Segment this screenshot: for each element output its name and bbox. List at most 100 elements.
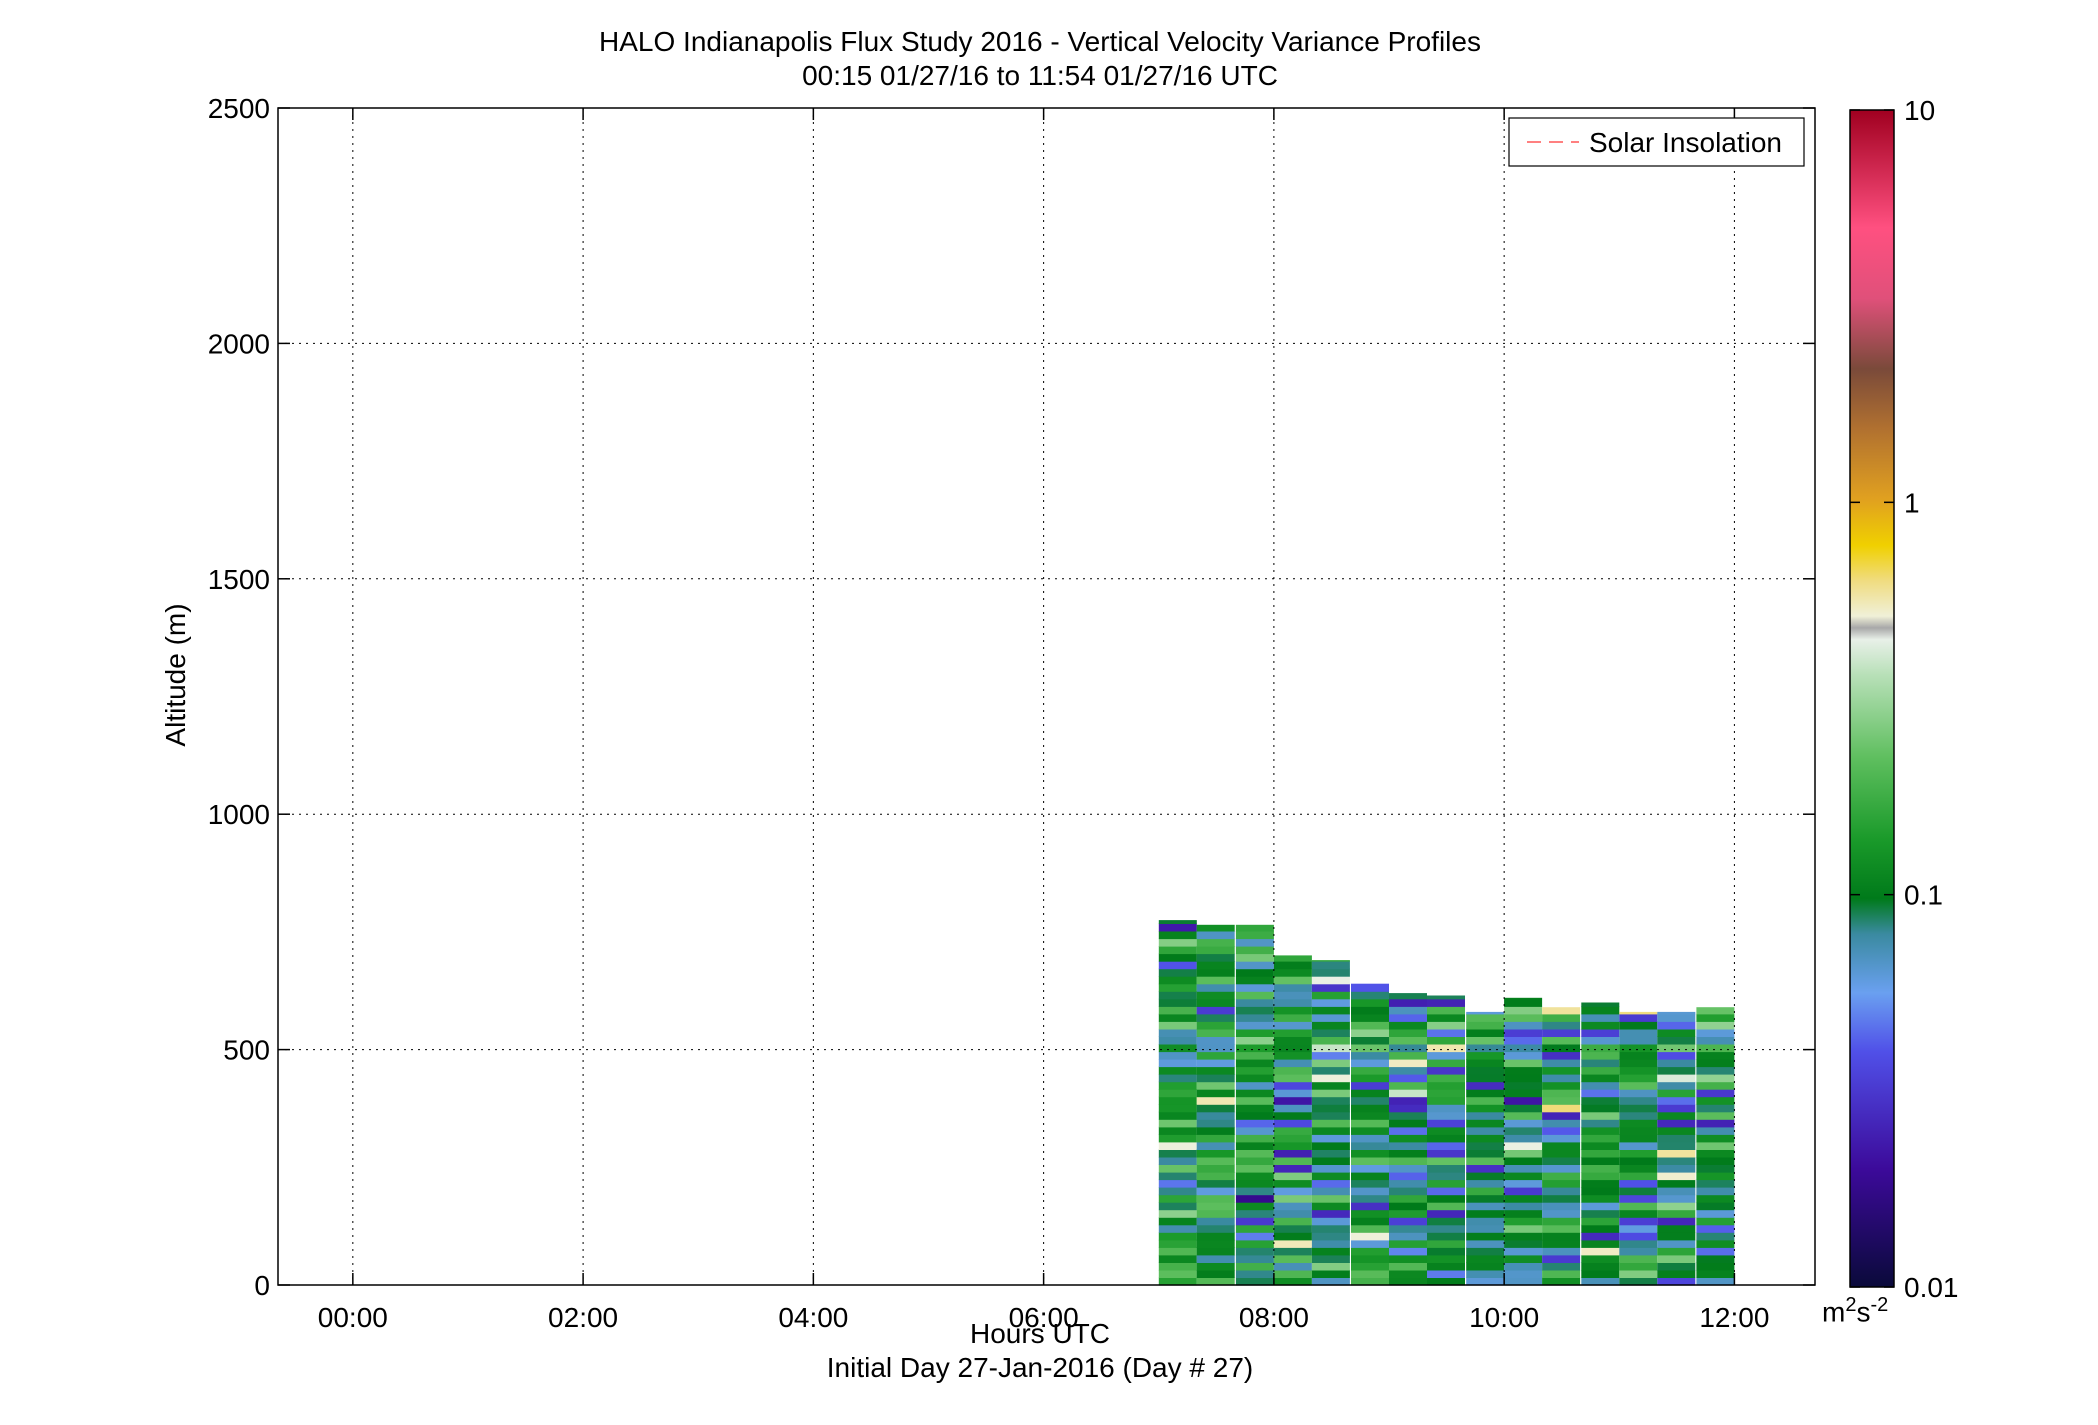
heatmap-cell [1542,1209,1581,1218]
heatmap-cell [1158,998,1197,1007]
heatmap-cell [1427,1269,1465,1278]
heatmap-cell [1273,1156,1312,1165]
heatmap-cell [1504,998,1543,1007]
heatmap-cell [1235,1156,1274,1165]
heatmap-cell [1657,1209,1696,1218]
heatmap-cell [1311,1021,1350,1030]
heatmap-cell [1273,1036,1312,1045]
heatmap-cell [1466,1149,1505,1158]
heatmap-cell [1235,938,1274,947]
heatmap-cell [1696,1179,1735,1188]
heatmap-cell [1427,1036,1465,1045]
heatmap-cell [1389,1036,1427,1045]
heatmap-cell [1158,1059,1197,1068]
heatmap-cell [1619,1126,1658,1135]
heatmap-cell [1657,1202,1696,1211]
heatmap-cell [1273,1059,1312,1068]
heatmap-cell [1542,1096,1581,1105]
heatmap-cell [1158,1028,1197,1037]
y-tick-label: 500 [223,1035,270,1066]
heatmap-cell [1389,1187,1427,1196]
y-tick-label: 1000 [208,799,270,830]
heatmap-cell [1427,998,1465,1007]
heatmap-cell [1619,1028,1658,1037]
heatmap-cell [1235,1021,1274,1030]
heatmap-cell [1351,1217,1389,1226]
heatmap-cell [1351,1164,1389,1173]
heatmap-cell [1273,1149,1312,1158]
heatmap-cell [1235,968,1274,977]
heatmap-cell [1466,1059,1505,1068]
heatmap-cell [1542,1021,1581,1030]
heatmap-cell [1273,1172,1312,1181]
heatmap-cell [1389,1277,1427,1286]
heatmap-cell [1427,1044,1465,1053]
heatmap-profile [1542,1007,1581,1286]
heatmap-cell [1235,998,1274,1007]
heatmap-cell [1542,1247,1581,1256]
heatmap-cell [1311,1066,1350,1075]
heatmap-cell [1427,1247,1465,1256]
heatmap-cell [1389,1119,1427,1128]
heatmap-cell [1696,1254,1735,1263]
heatmap-cell [1619,1209,1658,1218]
heatmap-cell [1619,1277,1658,1286]
heatmap-cell [1196,1187,1235,1196]
heatmap-cell [1581,1156,1620,1165]
heatmap-cell [1273,1021,1312,1030]
heatmap-cell [1196,1156,1235,1165]
heatmap-cell [1311,1044,1350,1053]
heatmap-cell [1158,953,1197,962]
heatmap-cell [1235,1187,1274,1196]
heatmap-cell [1466,1081,1505,1090]
heatmap-cell [1504,1202,1543,1211]
heatmap-cell [1542,1059,1581,1068]
heatmap-cell [1619,1134,1658,1143]
heatmap-cell [1427,1179,1465,1188]
x-tick-label: 02:00 [548,1302,618,1333]
heatmap-cell [1351,1247,1389,1256]
heatmap-cell [1158,1126,1197,1135]
heatmap-cell [1196,924,1235,932]
heatmap-cell [1619,1187,1658,1196]
heatmap-cell [1427,1028,1465,1037]
heatmap-cell [1196,1036,1235,1045]
heatmap-cell [1657,1059,1696,1068]
heatmap-cell [1196,1119,1235,1128]
heatmap-cell [1581,1179,1620,1188]
heatmap-cell [1696,1194,1735,1203]
heatmap-cell [1273,983,1312,992]
heatmap-cell [1389,1044,1427,1053]
heatmap-cell [1351,1006,1389,1015]
heatmap-cell [1158,1262,1197,1271]
heatmap-cell [1351,1172,1389,1181]
heatmap-cell [1273,1044,1312,1053]
grid-lines [278,107,1815,1286]
heatmap-cell [1657,1089,1696,1098]
heatmap-cell [1196,1074,1235,1083]
heatmap-cell [1235,1239,1274,1248]
heatmap-cell [1466,1262,1505,1271]
x-tick-label: 04:00 [778,1302,848,1333]
heatmap-cell [1696,1081,1735,1090]
heatmap-cell [1158,1156,1197,1165]
heatmap-cell [1619,1089,1658,1098]
heatmap-cell [1619,1074,1658,1083]
heatmap-cell [1427,1262,1465,1271]
heatmap-cell [1351,1194,1389,1203]
heatmap-cell [1196,1013,1235,1022]
heatmap-cell [1351,1013,1389,1022]
heatmap-cell [1466,1044,1505,1053]
heatmap-cell [1466,1232,1505,1241]
heatmap-cell [1196,938,1235,947]
heatmap-cell [1311,1247,1350,1256]
heatmap-cell [1696,1269,1735,1278]
heatmap-cell [1311,1254,1350,1263]
heatmap-cell [1196,1254,1235,1263]
heatmap-cell [1542,1089,1581,1098]
heatmap-cell [1351,1066,1389,1075]
heatmap-cell [1427,1006,1465,1015]
heatmap-cell [1619,1141,1658,1150]
heatmap-cell [1504,1277,1543,1286]
heatmap-cell [1581,1254,1620,1263]
